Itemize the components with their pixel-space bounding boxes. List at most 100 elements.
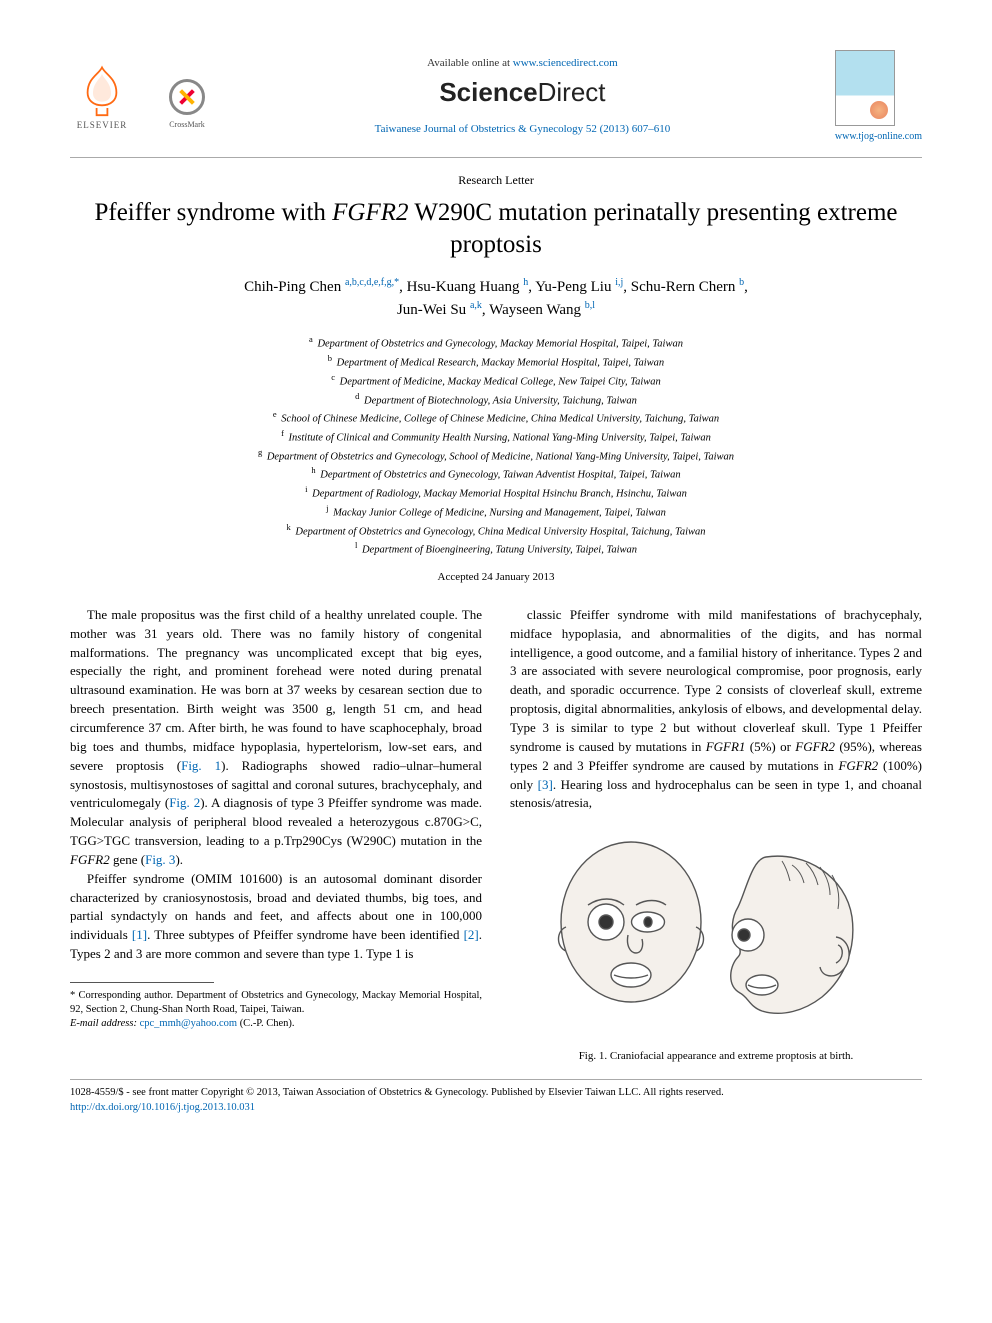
copyright-block: 1028-4559/$ - see front matter Copyright… — [70, 1086, 922, 1115]
affil-key: f — [281, 428, 284, 438]
article-type: Research Letter — [70, 172, 922, 189]
author: Schu-Rern Chern b — [631, 279, 744, 295]
author-affil-sup[interactable]: b — [739, 277, 744, 288]
p3e: . Hearing loss and hydrocephalus can be … — [510, 777, 922, 811]
title-pre: Pfeiffer syndrome with — [94, 199, 332, 226]
affiliation: f Institute of Clinical and Community He… — [70, 427, 922, 446]
affil-text: Department of Obstetrics and Gynecology,… — [293, 526, 706, 537]
fig-1-ref[interactable]: Fig. 1 — [181, 758, 221, 773]
email-suffix: (C.-P. Chen). — [237, 1018, 294, 1029]
para-3: classic Pfeiffer syndrome with mild mani… — [510, 606, 922, 813]
bottom-separator — [70, 1079, 922, 1080]
p1-gene: FGFR2 — [70, 852, 110, 867]
email-link[interactable]: cpc_mmh@yahoo.com — [140, 1018, 237, 1029]
footnote-text: * Corresponding author. Department of Ob… — [70, 989, 482, 1017]
doi-link[interactable]: http://dx.doi.org/10.1016/j.tjog.2013.10… — [70, 1102, 255, 1113]
author: Chih-Ping Chen a,b,c,d,e,f,g,* — [244, 279, 399, 295]
affiliation: k Department of Obstetrics and Gynecolog… — [70, 521, 922, 540]
ref-1[interactable]: [1] — [132, 927, 147, 942]
affil-text: Department of Biotechnology, Asia Univer… — [361, 395, 637, 406]
accepted-date: Accepted 24 January 2013 — [70, 570, 922, 586]
author-affil-sup[interactable]: h — [523, 277, 528, 288]
affiliation: h Department of Obstetrics and Gynecolog… — [70, 464, 922, 483]
affiliation: i Department of Radiology, Mackay Memori… — [70, 483, 922, 502]
column-left: The male propositus was the first child … — [70, 606, 482, 1065]
ref-3[interactable]: [3] — [538, 777, 553, 792]
column-right: classic Pfeiffer syndrome with mild mani… — [510, 606, 922, 1065]
affiliation: l Department of Bioengineering, Tatung U… — [70, 539, 922, 558]
para-2: Pfeiffer syndrome (OMIM 101600) is an au… — [70, 870, 482, 964]
affil-text: Institute of Clinical and Community Heal… — [286, 432, 711, 443]
affiliation: b Department of Medical Research, Mackay… — [70, 352, 922, 371]
available-prefix: Available online at — [427, 57, 513, 69]
fig-3-ref[interactable]: Fig. 3 — [145, 852, 175, 867]
affiliation: j Mackay Junior College of Medicine, Nur… — [70, 502, 922, 521]
title-post: W290C mutation perinatally presenting ex… — [409, 199, 898, 259]
affil-text: Department of Medical Research, Mackay M… — [334, 358, 664, 369]
sd-light: Direct — [538, 77, 606, 107]
author-affil-sup[interactable]: a,k — [470, 300, 482, 311]
sciencedirect-logo[interactable]: ScienceDirect — [210, 74, 835, 112]
affil-text: Department of Radiology, Mackay Memorial… — [310, 489, 687, 500]
body-columns: The male propositus was the first child … — [70, 606, 922, 1065]
figure-1: Fig. 1. Craniofacial appearance and extr… — [510, 827, 922, 1065]
available-online: Available online at www.sciencedirect.co… — [210, 56, 835, 72]
affil-key: i — [305, 484, 307, 494]
author-affil-sup[interactable]: b,l — [585, 300, 595, 311]
author-affil-sup[interactable]: a,b,c,d,e,f,g, — [345, 277, 394, 288]
author-name: Jun-Wei Su — [397, 302, 470, 318]
affiliation: g Department of Obstetrics and Gynecolog… — [70, 446, 922, 465]
affil-key: c — [331, 372, 335, 382]
affiliation: d Department of Biotechnology, Asia Univ… — [70, 390, 922, 409]
journal-citation[interactable]: Taiwanese Journal of Obstetrics & Gyneco… — [210, 122, 835, 138]
header-separator — [70, 157, 922, 158]
affil-key: k — [286, 522, 290, 532]
affil-key: j — [326, 503, 328, 513]
fig-2-ref[interactable]: Fig. 2 — [169, 795, 200, 810]
affil-key: b — [328, 353, 332, 363]
p1d: gene ( — [110, 852, 145, 867]
affiliations-list: a Department of Obstetrics and Gynecolog… — [70, 333, 922, 558]
corresponding-star[interactable]: * — [394, 277, 399, 288]
affiliation: c Department of Medicine, Mackay Medical… — [70, 371, 922, 390]
author-name: Chih-Ping Chen — [244, 279, 345, 295]
affil-text: Department of Obstetrics and Gynecology,… — [318, 470, 681, 481]
p3a: classic Pfeiffer syndrome with mild mani… — [510, 607, 922, 754]
para-1: The male propositus was the first child … — [70, 606, 482, 870]
p3b: (5%) or — [745, 739, 795, 754]
title-gene: FGFR2 — [332, 199, 408, 226]
figure-1-illustration — [536, 827, 896, 1037]
article-title: Pfeiffer syndrome with FGFR2 W290C mutat… — [70, 197, 922, 262]
crossmark-icon — [169, 79, 205, 115]
author-name: Wayseen Wang — [489, 302, 585, 318]
crossmark-badge[interactable]: CrossMark — [164, 77, 210, 133]
affiliation: a Department of Obstetrics and Gynecolog… — [70, 333, 922, 352]
sciencedirect-link[interactable]: www.sciencedirect.com — [513, 57, 618, 69]
footnote-separator — [70, 982, 214, 983]
crossmark-text: CrossMark — [169, 119, 205, 131]
affiliation: e School of Chinese Medicine, College of… — [70, 408, 922, 427]
author-name: Schu-Rern Chern — [631, 279, 739, 295]
elsevier-logo[interactable]: ELSEVIER — [70, 61, 134, 133]
header-left: ELSEVIER CrossMark — [70, 61, 210, 133]
header-center: Available online at www.sciencedirect.co… — [210, 56, 835, 138]
elsevier-tree-icon — [74, 63, 130, 117]
footnote-email-line: E-mail address: cpc_mmh@yahoo.com (C.-P.… — [70, 1017, 482, 1031]
p1a: The male propositus was the first child … — [70, 607, 482, 773]
authors-list: Chih-Ping Chen a,b,c,d,e,f,g,*, Hsu-Kuan… — [70, 276, 922, 322]
author: Hsu-Kuang Huang h — [407, 279, 529, 295]
affil-text: Mackay Junior College of Medicine, Nursi… — [330, 507, 665, 518]
affil-key: e — [273, 409, 277, 419]
p3-gene3: FGFR2 — [838, 758, 878, 773]
sd-bold: Science — [439, 77, 537, 107]
journal-cover-thumbnail[interactable] — [835, 50, 895, 126]
p2b: . Three subtypes of Pfeiffer syndrome ha… — [147, 927, 463, 942]
author-affil-sup[interactable]: i,j — [615, 277, 623, 288]
header-right: www.tjog-online.com — [835, 50, 922, 145]
ref-2[interactable]: [2] — [464, 927, 479, 942]
copyright-line: 1028-4559/$ - see front matter Copyright… — [70, 1086, 922, 1101]
email-label: E-mail address: — [70, 1018, 140, 1029]
author: Yu-Peng Liu i,j — [535, 279, 623, 295]
elsevier-text: ELSEVIER — [77, 119, 128, 132]
journal-url-link[interactable]: www.tjog-online.com — [835, 130, 922, 145]
